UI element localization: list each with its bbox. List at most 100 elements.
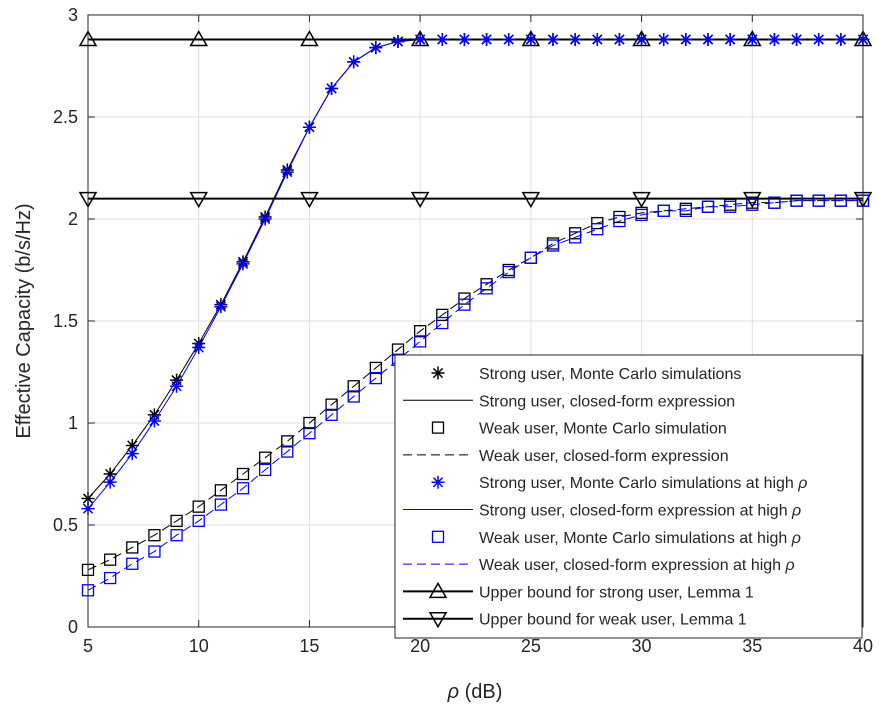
- data-point: [657, 32, 671, 46]
- series-layer: [78, 29, 873, 597]
- legend-marker: [431, 366, 445, 380]
- legend-label: Strong user, closed-form expression: [479, 393, 735, 410]
- data-point: [170, 529, 183, 542]
- data-point: [214, 498, 228, 511]
- data-point: [812, 32, 826, 46]
- y-tick-label: 1: [68, 413, 78, 433]
- data-point: [103, 467, 117, 481]
- y-axis-label: Effective Capacity (b/s/Hz): [13, 203, 35, 438]
- data-point: [369, 361, 383, 375]
- series-6: [81, 194, 870, 597]
- data-point: [790, 194, 803, 207]
- legend-label: Upper bound for strong user, Lemma 1: [479, 584, 754, 601]
- data-point: [126, 541, 139, 554]
- data-point: [192, 341, 206, 355]
- data-point: [502, 265, 515, 279]
- y-tick-label: 2.5: [53, 107, 78, 127]
- legend-label: Upper bound for weak user, Lemma 1: [479, 612, 747, 629]
- data-point: [723, 200, 737, 213]
- legend-entry: Strong user, closed-form expression: [403, 393, 735, 410]
- data-point: [679, 204, 693, 217]
- series-3: [87, 200, 863, 571]
- data-point: [635, 32, 649, 46]
- data-point: [635, 208, 648, 222]
- data-point: [302, 120, 316, 134]
- data-point: [347, 55, 361, 69]
- legend-marker: [431, 530, 445, 543]
- data-point: [281, 435, 294, 448]
- data-point: [435, 32, 449, 46]
- data-point: [524, 251, 538, 264]
- data-point: [103, 571, 117, 585]
- data-point: [103, 475, 117, 489]
- data-point: [546, 239, 560, 252]
- data-point: [767, 32, 781, 46]
- data-point: [148, 529, 161, 542]
- data-point: [591, 223, 604, 236]
- legend-marker: [431, 475, 445, 489]
- data-point: [189, 191, 209, 209]
- data-point: [147, 414, 161, 428]
- data-point: [790, 32, 804, 46]
- x-tick-label: 25: [521, 636, 541, 656]
- x-tick-label: 40: [853, 636, 873, 656]
- x-axis-label-unit: (dB): [459, 681, 502, 703]
- data-point: [192, 500, 205, 513]
- data-point: [236, 257, 250, 271]
- data-point: [436, 316, 449, 330]
- data-point: [369, 371, 383, 385]
- data-point: [303, 427, 316, 440]
- y-tick-label: 3: [68, 5, 78, 25]
- legend-marker: [428, 581, 448, 599]
- data-point: [834, 194, 848, 207]
- data-point: [325, 81, 339, 95]
- data-point: [612, 32, 626, 46]
- data-point: [768, 196, 781, 209]
- data-point: [391, 35, 405, 49]
- data-point: [458, 298, 471, 311]
- data-point: [502, 32, 516, 46]
- data-point: [410, 191, 430, 209]
- data-point: [546, 32, 560, 46]
- data-point: [125, 447, 139, 461]
- data-point: [347, 380, 360, 393]
- legend-label: Weak user, Monte Carlo simulations at hi…: [479, 530, 801, 547]
- data-point: [236, 482, 250, 495]
- data-point: [568, 32, 582, 46]
- data-point: [436, 308, 449, 322]
- data-point: [701, 32, 715, 46]
- data-point: [258, 451, 272, 464]
- data-point: [834, 32, 848, 46]
- data-point: [701, 200, 715, 213]
- data-point: [521, 191, 541, 209]
- data-point: [524, 32, 538, 46]
- data-point: [812, 194, 825, 207]
- legend-marker: [431, 421, 445, 434]
- legend: Strong user, Monte Carlo simulations Stro…: [394, 354, 863, 639]
- data-point: [679, 32, 693, 46]
- data-point: [236, 467, 250, 481]
- legend-entry: Weak user, closed-form expression: [403, 448, 729, 465]
- legend-entry: Strong user, Monte Carlo simulations: [431, 366, 741, 383]
- legend-label: Strong user, Monte Carlo simulations: [479, 366, 741, 383]
- legend-entry: Weak user, Monte Carlo simulations at hi…: [431, 530, 801, 547]
- data-point: [303, 416, 316, 430]
- data-point: [746, 198, 759, 211]
- y-tick-label: 1.5: [53, 311, 78, 331]
- x-axis-label: ρ (dB): [447, 681, 503, 703]
- legend-label: Strong user, Monte Carlo simulations at …: [479, 475, 807, 492]
- data-point: [126, 557, 139, 570]
- x-axis-label-symbol: ρ: [447, 681, 459, 703]
- y-tick-label: 2: [68, 209, 78, 229]
- legend-label: Weak user, closed-form expression: [479, 448, 729, 465]
- legend-label: Weak user, Monte Carlo simulation: [479, 421, 727, 438]
- data-point: [657, 204, 670, 217]
- series-line: [87, 200, 863, 571]
- data-point: [214, 300, 228, 314]
- data-point: [214, 484, 228, 497]
- x-tick-label: 20: [410, 636, 430, 656]
- x-tick-label: 5: [83, 636, 93, 656]
- legend-entry: Strong user, Monte Carlo simulations at …: [431, 475, 807, 492]
- data-point: [325, 398, 338, 411]
